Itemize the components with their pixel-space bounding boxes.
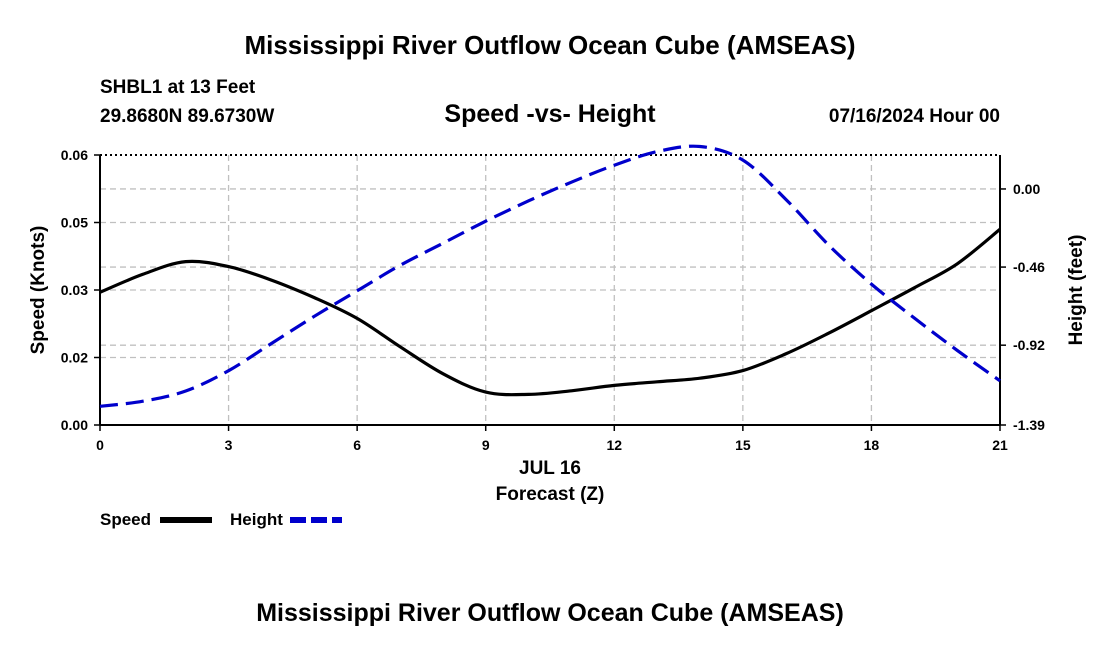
- y2-tick-label: -0.92: [1013, 337, 1045, 353]
- y-tick-label: 0.00: [61, 417, 88, 433]
- series-line-height: [99, 144, 1001, 408]
- y2-tick-label: -0.46: [1013, 259, 1045, 275]
- series-line-speed: [99, 228, 1002, 397]
- x-tick-label: 0: [96, 437, 104, 453]
- coordinates-label: 29.8680N 89.6730W: [100, 106, 275, 127]
- footer-title: Mississippi River Outflow Ocean Cube (AM…: [256, 599, 844, 627]
- x-tick-label: 18: [864, 437, 880, 453]
- station-label: SHBL1 at 13 Feet: [100, 77, 256, 98]
- x-tick-label: 6: [353, 437, 361, 453]
- chart-title: Speed -vs- Height: [444, 100, 656, 128]
- y-tick-label: 0.02: [61, 350, 88, 366]
- y-tick-label: 0.06: [61, 147, 88, 163]
- page-title: Mississippi River Outflow Ocean Cube (AM…: [244, 30, 856, 60]
- x-tick-label: 21: [992, 437, 1008, 453]
- x-tick-label: 15: [735, 437, 751, 453]
- y-tick-label: 0.05: [61, 215, 88, 231]
- y-tick-label: 0.03: [61, 282, 88, 298]
- y2-axis-title: Height (feet): [1066, 235, 1087, 346]
- y-axis-title: Speed (Knots): [28, 226, 49, 355]
- x-axis-title: Forecast (Z): [496, 484, 605, 505]
- x-tick-label: 9: [482, 437, 490, 453]
- date-label: JUL 16: [519, 458, 581, 479]
- y2-tick-label: -1.39: [1013, 417, 1045, 433]
- legend-label-height: Height: [230, 510, 283, 529]
- x-tick-label: 12: [606, 437, 622, 453]
- datetime-label: 07/16/2024 Hour 00: [828, 106, 1000, 127]
- x-tick-label: 3: [225, 437, 233, 453]
- y2-tick-label: 0.00: [1013, 181, 1040, 197]
- legend-label-speed: Speed: [100, 510, 151, 529]
